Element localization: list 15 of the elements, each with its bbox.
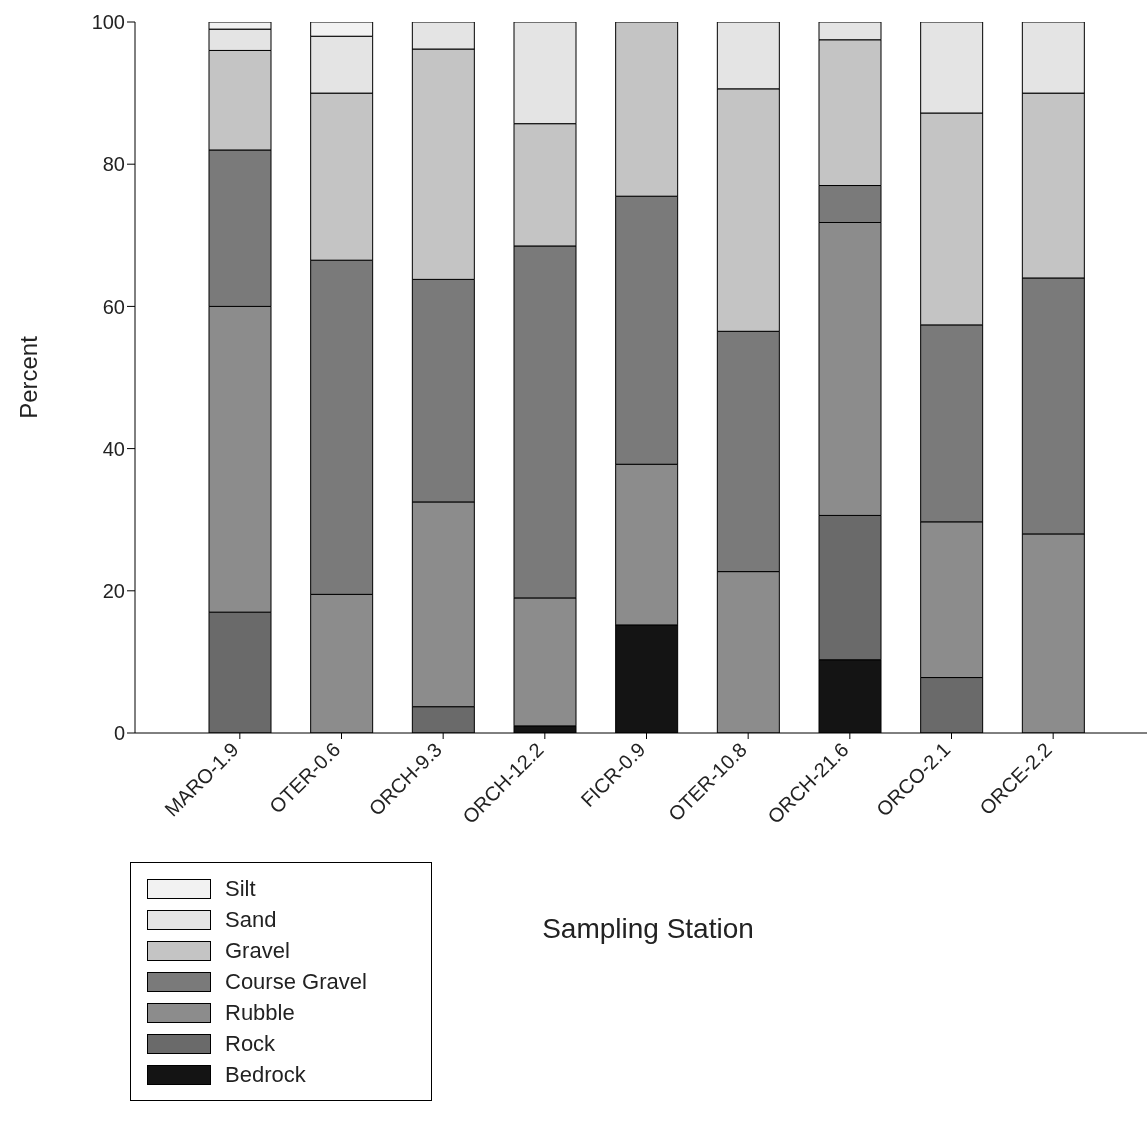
- legend-label: Rock: [225, 1030, 276, 1057]
- y-tick-label: 80: [102, 153, 125, 176]
- y-tick-label: 20: [102, 579, 125, 602]
- legend-label: Bedrock: [225, 1061, 306, 1088]
- legend-label: Sand: [225, 906, 277, 933]
- legend-label: Rubble: [225, 999, 295, 1026]
- y-tick-label: 100: [91, 11, 125, 34]
- legend-label: Silt: [225, 875, 256, 902]
- legend-label: Gravel: [225, 937, 290, 964]
- legend-label: Course Gravel: [225, 968, 367, 995]
- y-tick-label: 60: [102, 295, 125, 318]
- y-tick-label: 0: [113, 722, 125, 745]
- x-axis-title: Sampling Station: [541, 913, 755, 945]
- y-axis-title: Percent: [14, 335, 42, 419]
- y-tick-label: 40: [102, 437, 125, 460]
